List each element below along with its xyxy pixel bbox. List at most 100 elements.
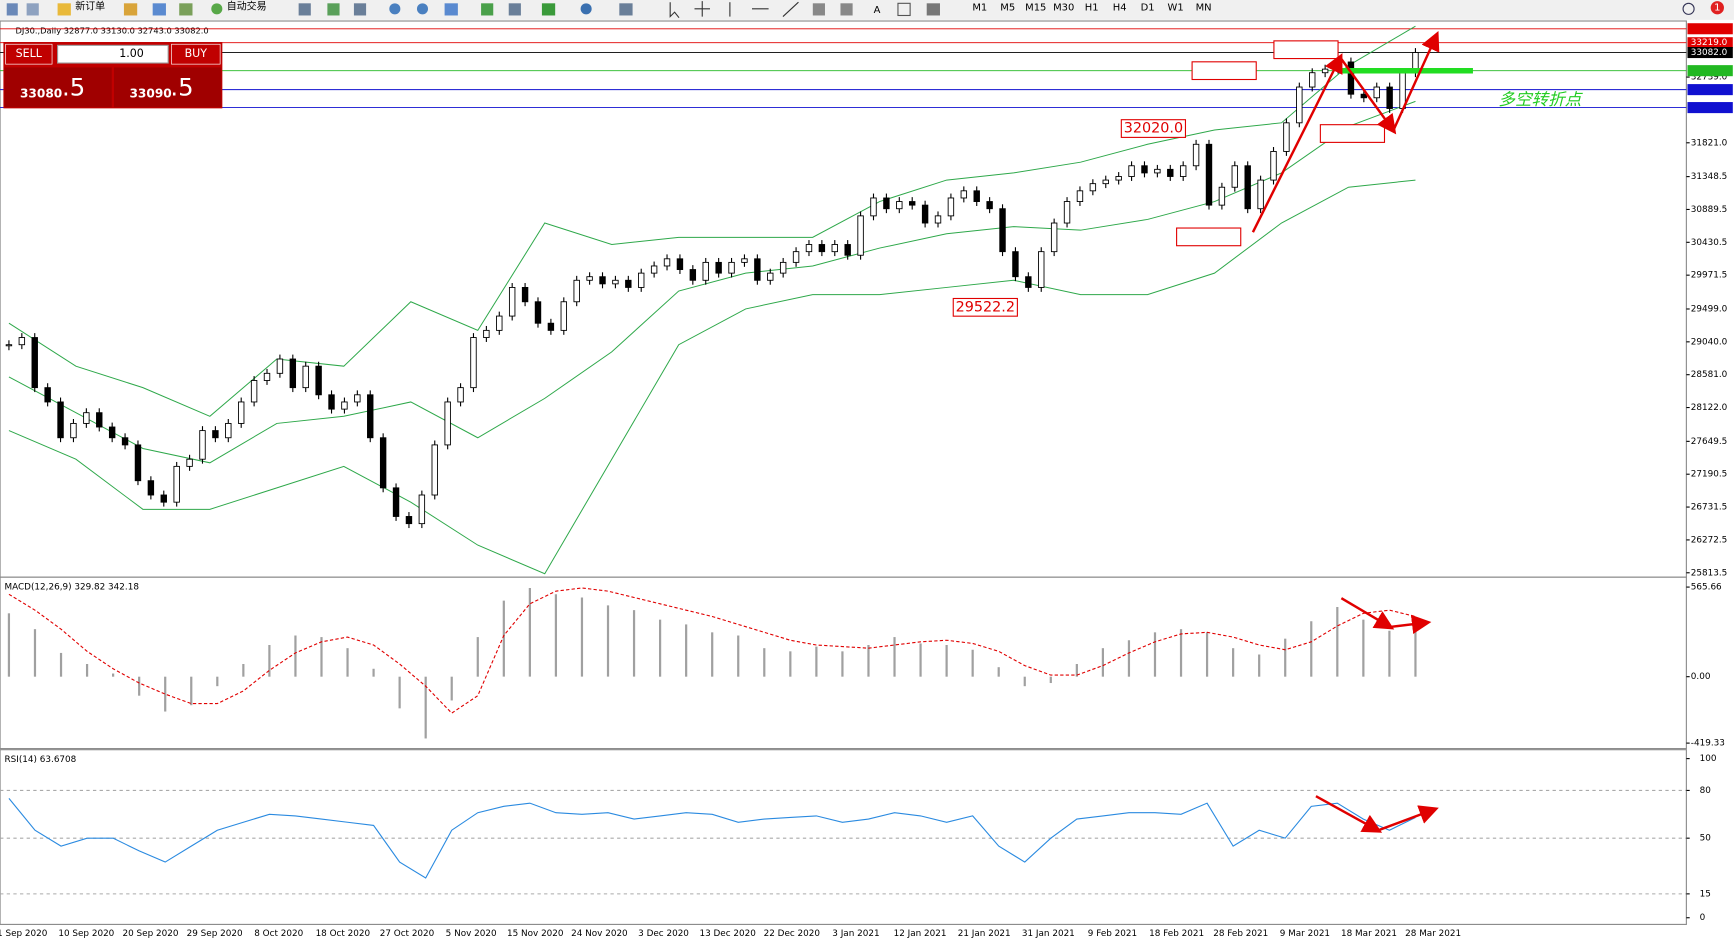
- price-annotation: 29522.2: [956, 299, 1015, 315]
- bid-price[interactable]: 33080: [20, 86, 62, 100]
- candle: [767, 272, 774, 281]
- candle: [908, 201, 916, 206]
- volume-input[interactable]: 1.00: [119, 47, 144, 60]
- timeframe-button[interactable]: H4: [1113, 3, 1127, 14]
- auto-trade-button[interactable]: 自动交易: [227, 0, 267, 13]
- bollinger-band: [8, 179, 1416, 575]
- candle: [986, 201, 993, 210]
- price-plot: DJ30.,Daily 32877.0 33130.0 32743.0 3308…: [0, 25, 1687, 575]
- timeframe-button[interactable]: M30: [1053, 3, 1074, 14]
- x-tick-label: 18 Oct 2020: [316, 929, 371, 939]
- candle: [534, 301, 542, 324]
- candle: [883, 197, 890, 210]
- candle: [1025, 276, 1032, 288]
- new-order-button[interactable]: 新订单: [75, 0, 105, 13]
- candle: [1192, 143, 1200, 167]
- candle: [560, 301, 568, 331]
- candle: [1347, 61, 1355, 95]
- candle: [508, 286, 516, 317]
- candle: [960, 190, 968, 199]
- turning-point-note: 多空转折点: [1498, 90, 1583, 109]
- candle: [276, 358, 284, 374]
- candle: [1283, 122, 1290, 152]
- y-tick-label: 565.66: [1691, 583, 1722, 593]
- candle: [612, 279, 619, 285]
- candle: [857, 215, 864, 256]
- candle: [921, 204, 929, 224]
- timeframe-button[interactable]: W1: [1168, 3, 1184, 14]
- x-tick-label: 18 Feb 2021: [1149, 929, 1204, 939]
- candle: [367, 394, 374, 439]
- candle: [405, 516, 413, 525]
- candle: [1309, 72, 1316, 88]
- level-label-box: [1687, 65, 1733, 77]
- bid-fraction[interactable]: .5: [62, 72, 85, 101]
- candle: [392, 487, 400, 517]
- candle: [147, 480, 155, 496]
- macd-plot: MACD(12,26,9) 329.82 342.18: [5, 583, 1417, 739]
- candle: [1167, 168, 1174, 177]
- y-tick-label: 28122.0: [1691, 403, 1728, 413]
- timeframe-button[interactable]: M15: [1025, 3, 1046, 14]
- price-panel: [0, 20, 1687, 578]
- candle: [302, 365, 309, 389]
- candle: [379, 437, 387, 489]
- candle: [1218, 186, 1226, 206]
- x-tick-label: 13 Dec 2020: [699, 929, 756, 939]
- x-tick-label: 20 Sep 2020: [122, 929, 178, 939]
- level-label: 33219.0: [1691, 38, 1728, 48]
- level-label-box: [1687, 23, 1733, 35]
- candle: [1089, 183, 1097, 192]
- price-annotation-box: [1319, 124, 1386, 143]
- timeframe-button[interactable]: H1: [1085, 3, 1099, 14]
- x-tick-label: 10 Sep 2020: [58, 929, 114, 939]
- candle: [521, 286, 529, 303]
- price-annotation-box: [1273, 40, 1339, 60]
- y-tick-label: 26272.5: [1691, 535, 1728, 545]
- x-tick-label: 22 Dec 2020: [764, 929, 821, 939]
- y-tick-label: 0: [1700, 913, 1706, 923]
- level-label-box: [1687, 102, 1733, 114]
- y-tick-label: 0.00: [1691, 672, 1711, 682]
- buy-button[interactable]: BUY: [185, 47, 208, 60]
- x-tick-label: 8 Oct 2020: [254, 929, 303, 939]
- drawn-arrows: [1251, 30, 1473, 833]
- candle: [418, 494, 426, 525]
- candle: [999, 208, 1006, 253]
- ask-fraction[interactable]: .5: [170, 72, 193, 101]
- candle: [676, 258, 684, 270]
- ask-price[interactable]: 33090: [129, 86, 171, 100]
- candle: [83, 412, 90, 424]
- candle: [1296, 86, 1303, 124]
- candle: [547, 322, 555, 331]
- axes: 32739.0 31821.0 31348.5 30889.5 30430.5 29971…: [0, 23, 1733, 939]
- sell-button[interactable]: SELL: [16, 47, 43, 60]
- timeframe-button[interactable]: M1: [972, 3, 987, 14]
- alert-badge[interactable]: 1: [1714, 3, 1720, 14]
- candle: [31, 337, 38, 389]
- timeframe-button[interactable]: MN: [1196, 3, 1212, 14]
- price-annotation-box: [1191, 61, 1257, 81]
- candle: [18, 337, 26, 346]
- svg-text:A: A: [874, 5, 881, 16]
- candle: [263, 372, 271, 381]
- x-tick-label: 5 Nov 2020: [446, 929, 497, 939]
- timeframe-button[interactable]: M5: [1000, 3, 1015, 14]
- timeframe-bar: M1 M5 M15 M30 H1 H4 D1 W1 MN: [972, 3, 1211, 14]
- candle: [315, 365, 322, 396]
- x-tick-label: 9 Mar 2021: [1280, 929, 1330, 939]
- candle: [818, 244, 826, 253]
- timeframe-button[interactable]: D1: [1141, 3, 1155, 14]
- candle: [638, 272, 645, 288]
- price-annotation-box: [1176, 227, 1242, 247]
- candle: [831, 244, 838, 253]
- x-tick-label: 3 Jan 2021: [832, 929, 879, 939]
- y-tick-label: 15: [1700, 889, 1711, 899]
- candle: [1360, 93, 1368, 99]
- candle: [1205, 143, 1213, 206]
- candle: [1050, 222, 1058, 253]
- candle: [1373, 86, 1380, 99]
- candle: [1154, 168, 1161, 174]
- candle: [328, 394, 335, 410]
- candle: [289, 358, 297, 389]
